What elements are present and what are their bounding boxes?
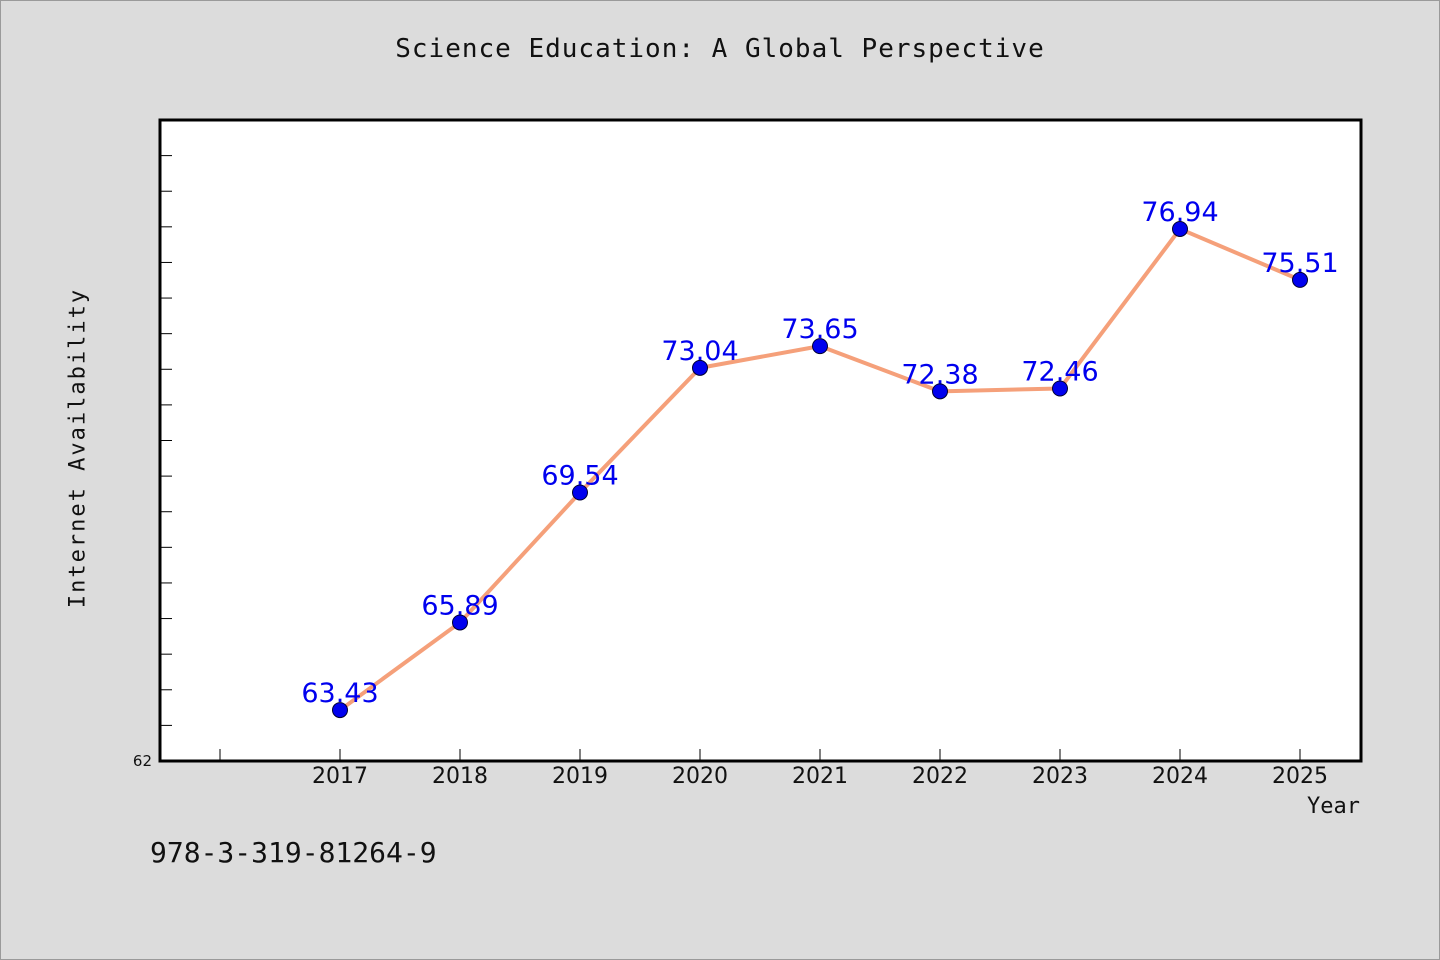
data-point bbox=[692, 359, 708, 376]
data-point bbox=[812, 338, 828, 355]
data-point bbox=[1052, 380, 1068, 397]
x-tick-label: 2021 bbox=[792, 764, 848, 789]
chart-title: Science Education: A Global Perspective bbox=[395, 34, 1045, 64]
data-label: 69.54 bbox=[541, 460, 618, 491]
data-point bbox=[572, 484, 588, 501]
x-tick-label: 2020 bbox=[672, 764, 728, 789]
data-label: 76.94 bbox=[1141, 197, 1218, 228]
x-tick-label: 2018 bbox=[432, 764, 488, 789]
data-label: 75.51 bbox=[1261, 248, 1338, 279]
data-label: 63.43 bbox=[301, 678, 378, 709]
data-label: 65.89 bbox=[421, 590, 498, 621]
data-label: 73.04 bbox=[661, 336, 738, 367]
data-point bbox=[932, 383, 948, 400]
x-tick-label: 2023 bbox=[1032, 764, 1088, 789]
x-axis-ticks: 2017 2018 2019 2020 2021 2022 2023 2024 2025 bbox=[219, 749, 1328, 789]
y-tick-label: 62 bbox=[133, 752, 152, 770]
y-axis-ticks: 62 bbox=[133, 155, 172, 770]
x-axis-label: Year bbox=[1307, 794, 1360, 819]
data-point bbox=[1292, 271, 1308, 288]
plot-area bbox=[158, 118, 1363, 763]
x-tick-label: 2019 bbox=[552, 764, 608, 789]
data-markers bbox=[332, 220, 1308, 719]
x-tick-label: 2025 bbox=[1272, 764, 1328, 789]
data-label: 72.38 bbox=[901, 359, 978, 390]
data-point bbox=[1172, 220, 1188, 237]
x-tick-label: 2017 bbox=[312, 764, 368, 789]
data-label: 72.46 bbox=[1021, 357, 1098, 388]
footer-identifier: 978-3-319-81264-9 bbox=[150, 836, 437, 869]
x-tick-label: 2024 bbox=[1152, 764, 1208, 789]
x-tick-label: 2022 bbox=[912, 764, 968, 789]
data-labels: 63.43 65.89 69.54 73.04 73.65 72.38 72.46 76.94… bbox=[301, 197, 1338, 709]
data-label: 73.65 bbox=[781, 314, 858, 345]
data-point bbox=[332, 702, 348, 719]
data-point bbox=[452, 614, 468, 631]
